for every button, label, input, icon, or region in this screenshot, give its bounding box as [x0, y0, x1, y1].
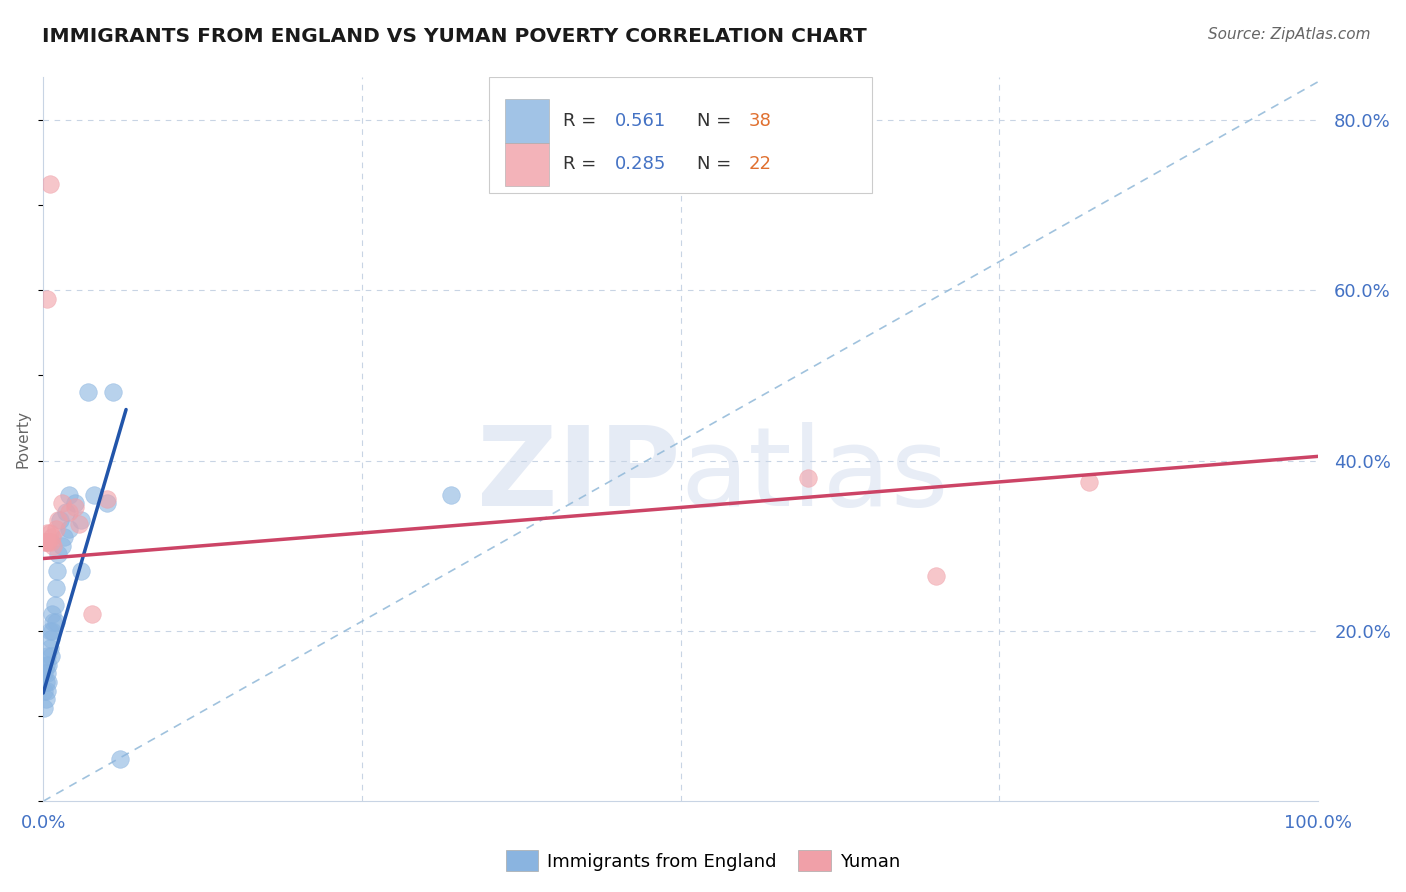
Point	[35, 657, 58, 672]
Point	[48, 513, 70, 527]
Point	[63, 500, 86, 515]
Point	[96, 491, 118, 506]
Point	[35, 649, 58, 664]
Point	[37, 657, 59, 672]
Point	[45, 582, 67, 596]
Point	[34, 666, 56, 681]
Point	[51, 496, 73, 510]
Point	[42, 539, 65, 553]
Point	[49, 513, 72, 527]
Point	[39, 534, 62, 549]
Text: 0.285: 0.285	[614, 155, 666, 173]
Point	[48, 547, 70, 561]
Point	[37, 534, 59, 549]
Text: N =: N =	[697, 112, 737, 130]
Point	[108, 751, 131, 765]
Point	[35, 526, 58, 541]
Point	[38, 526, 60, 541]
Point	[58, 505, 80, 519]
Text: R =: R =	[564, 112, 602, 130]
Point	[39, 632, 62, 647]
Text: 22: 22	[748, 155, 772, 173]
Point	[38, 640, 60, 655]
Point	[55, 505, 77, 519]
Point	[52, 530, 75, 544]
Point	[1077, 475, 1099, 489]
Point	[63, 496, 86, 510]
Text: ZIP: ZIP	[477, 422, 681, 529]
Point	[46, 564, 69, 578]
Point	[44, 599, 66, 613]
Point	[80, 607, 103, 621]
Y-axis label: Poverty: Poverty	[15, 410, 30, 468]
Point	[35, 534, 58, 549]
Point	[35, 666, 58, 681]
Point	[41, 624, 63, 638]
Point	[51, 539, 73, 553]
Point	[70, 564, 93, 578]
Legend: Immigrants from England, Yuman: Immigrants from England, Yuman	[499, 843, 907, 879]
FancyBboxPatch shape	[505, 99, 550, 143]
Point	[45, 522, 67, 536]
Point	[58, 488, 80, 502]
Point	[35, 692, 58, 706]
Point	[58, 522, 80, 536]
FancyBboxPatch shape	[489, 78, 872, 194]
Point	[39, 649, 62, 664]
Point	[70, 513, 93, 527]
Text: IMMIGRANTS FROM ENGLAND VS YUMAN POVERTY CORRELATION CHART: IMMIGRANTS FROM ENGLAND VS YUMAN POVERTY…	[42, 27, 868, 45]
Point	[440, 488, 463, 502]
Point	[34, 683, 56, 698]
Text: Source: ZipAtlas.com: Source: ZipAtlas.com	[1208, 27, 1371, 42]
Text: N =: N =	[697, 155, 737, 173]
Point	[76, 385, 98, 400]
Text: atlas: atlas	[681, 422, 949, 529]
Point	[38, 624, 60, 638]
Point	[34, 700, 56, 714]
Text: 0.561: 0.561	[614, 112, 665, 130]
Point	[41, 607, 63, 621]
Point	[797, 470, 820, 484]
Point	[35, 292, 58, 306]
Point	[38, 177, 60, 191]
Point	[103, 385, 125, 400]
Point	[83, 488, 105, 502]
Point	[35, 683, 58, 698]
Point	[67, 517, 90, 532]
Point	[45, 615, 67, 630]
FancyBboxPatch shape	[505, 143, 550, 186]
Point	[35, 675, 58, 690]
Point	[37, 675, 59, 690]
Point	[42, 615, 65, 630]
Point	[35, 534, 58, 549]
Text: 38: 38	[748, 112, 770, 130]
Point	[96, 496, 118, 510]
Point	[924, 568, 946, 582]
Point	[34, 534, 56, 549]
Point	[41, 530, 63, 544]
Text: R =: R =	[564, 155, 602, 173]
